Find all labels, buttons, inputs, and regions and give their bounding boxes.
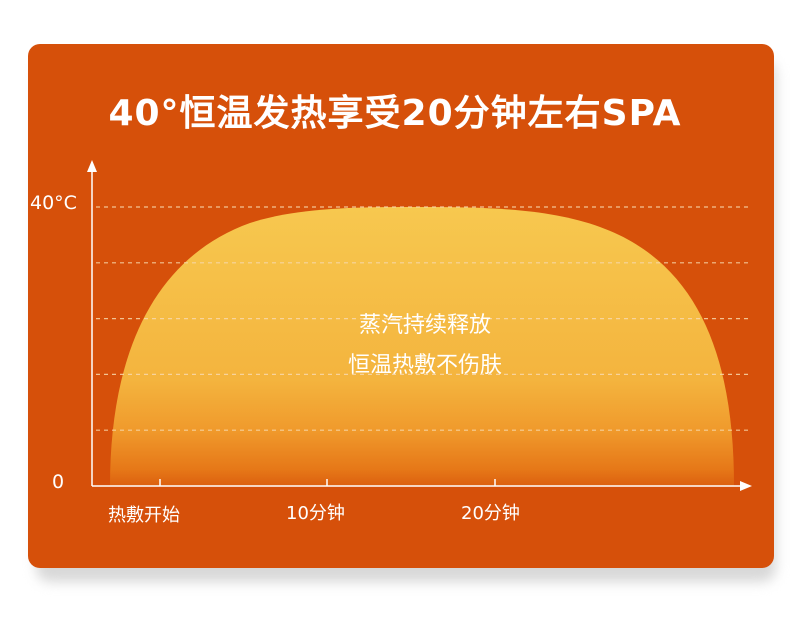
y-tick-label-top: 40°C xyxy=(30,192,77,214)
temperature-area xyxy=(110,207,734,486)
x-tick-label-20min: 20分钟 xyxy=(461,503,520,524)
x-ticks xyxy=(159,479,496,486)
y-tick-label-zero: 0 xyxy=(52,471,64,493)
chart-title: 40°恒温发热享受20分钟左右SPA xyxy=(108,93,682,134)
y-axis-arrow xyxy=(87,160,97,172)
annotation-line-1: 蒸汽持续释放 xyxy=(359,313,491,338)
axes xyxy=(87,160,752,491)
x-tick-label-10min: 10分钟 xyxy=(286,503,345,524)
annotation-line-2: 恒温热敷不伤肤 xyxy=(348,353,502,378)
x-axis-arrow xyxy=(740,481,752,491)
x-tick-label-start: 热敷开始 xyxy=(108,505,180,526)
